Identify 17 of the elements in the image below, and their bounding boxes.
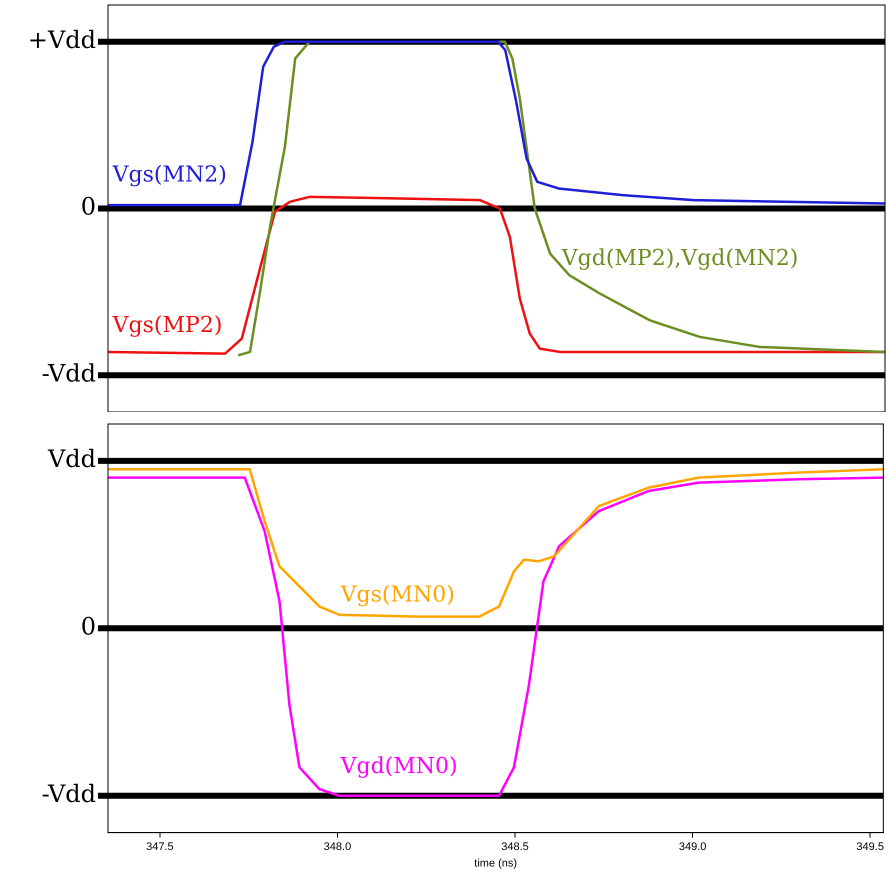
- ref-line-label: -Vdd: [42, 780, 96, 808]
- x-tick-label: 348.5: [501, 841, 529, 854]
- ref-line-label: 0: [80, 612, 96, 641]
- series-label: Vgs(MN2): [112, 162, 227, 188]
- series-label: Vgd(MP2),Vgd(MN2): [560, 246, 798, 272]
- ref-line-label: Vdd: [46, 445, 96, 474]
- series-label: Vgd(MN0): [340, 754, 458, 779]
- series-label: Vgs(MN0): [340, 582, 455, 608]
- x-axis-title: time (ns): [474, 857, 518, 870]
- x-tick-label: 349.5: [856, 841, 884, 854]
- x-tick-label: 347.5: [146, 841, 174, 854]
- ref-line-label: -Vdd: [42, 360, 96, 388]
- ref-line-label: +Vdd: [28, 26, 96, 54]
- x-tick-label: 348.0: [324, 841, 352, 854]
- ref-line-label: 0: [80, 192, 96, 221]
- series-label: Vgs(MP2): [112, 313, 222, 338]
- x-tick-label: 349.0: [678, 841, 706, 854]
